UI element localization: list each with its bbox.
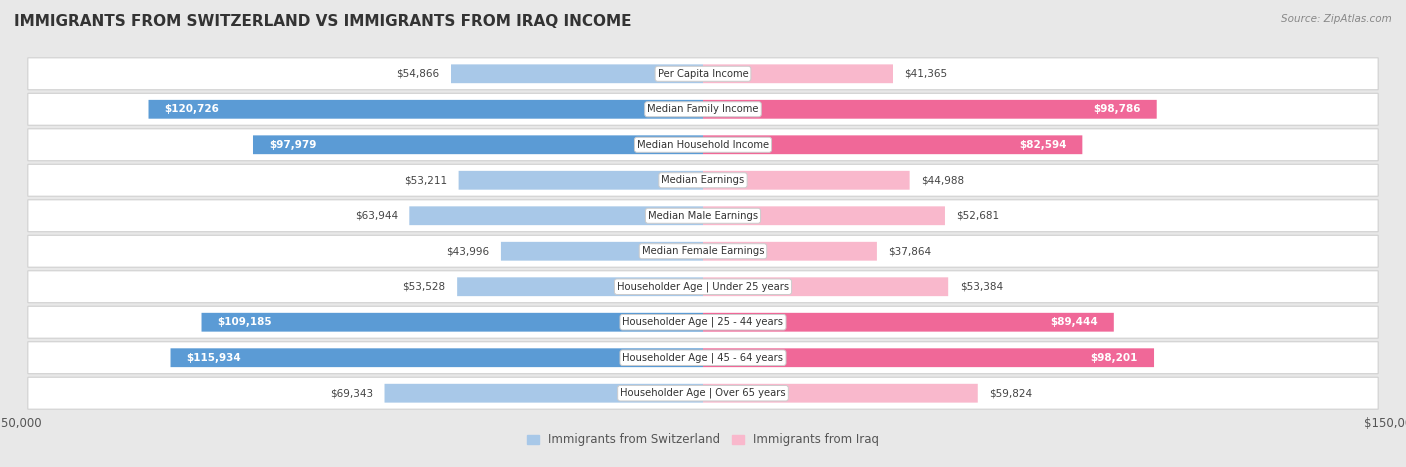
FancyBboxPatch shape xyxy=(28,200,1378,232)
FancyBboxPatch shape xyxy=(703,313,1114,332)
Text: Median Household Income: Median Household Income xyxy=(637,140,769,150)
Text: $89,444: $89,444 xyxy=(1050,317,1098,327)
Text: $53,528: $53,528 xyxy=(402,282,446,292)
Text: Median Family Income: Median Family Income xyxy=(647,104,759,114)
FancyBboxPatch shape xyxy=(28,271,1378,303)
Text: Per Capita Income: Per Capita Income xyxy=(658,69,748,79)
Text: $53,211: $53,211 xyxy=(404,175,447,185)
FancyBboxPatch shape xyxy=(28,235,1378,267)
FancyBboxPatch shape xyxy=(703,348,1154,367)
FancyBboxPatch shape xyxy=(28,129,1378,161)
Text: $120,726: $120,726 xyxy=(165,104,219,114)
FancyBboxPatch shape xyxy=(703,242,877,261)
Text: $41,365: $41,365 xyxy=(904,69,948,79)
FancyBboxPatch shape xyxy=(201,313,703,332)
FancyBboxPatch shape xyxy=(409,206,703,225)
FancyBboxPatch shape xyxy=(384,384,703,403)
FancyBboxPatch shape xyxy=(501,242,703,261)
FancyBboxPatch shape xyxy=(703,100,1157,119)
FancyBboxPatch shape xyxy=(28,377,1378,409)
FancyBboxPatch shape xyxy=(170,348,703,367)
Text: $54,866: $54,866 xyxy=(396,69,440,79)
Text: Householder Age | Over 65 years: Householder Age | Over 65 years xyxy=(620,388,786,398)
Text: $82,594: $82,594 xyxy=(1019,140,1066,150)
FancyBboxPatch shape xyxy=(457,277,703,296)
Text: $98,201: $98,201 xyxy=(1091,353,1137,363)
Text: Median Male Earnings: Median Male Earnings xyxy=(648,211,758,221)
Legend: Immigrants from Switzerland, Immigrants from Iraq: Immigrants from Switzerland, Immigrants … xyxy=(522,429,884,451)
FancyBboxPatch shape xyxy=(28,93,1378,125)
Text: $63,944: $63,944 xyxy=(354,211,398,221)
FancyBboxPatch shape xyxy=(703,384,977,403)
Text: $115,934: $115,934 xyxy=(187,353,242,363)
FancyBboxPatch shape xyxy=(451,64,703,83)
Text: $37,864: $37,864 xyxy=(889,246,932,256)
Text: Householder Age | Under 25 years: Householder Age | Under 25 years xyxy=(617,282,789,292)
Text: $69,343: $69,343 xyxy=(330,388,373,398)
FancyBboxPatch shape xyxy=(703,206,945,225)
Text: $52,681: $52,681 xyxy=(956,211,1000,221)
FancyBboxPatch shape xyxy=(253,135,703,154)
FancyBboxPatch shape xyxy=(149,100,703,119)
FancyBboxPatch shape xyxy=(703,64,893,83)
FancyBboxPatch shape xyxy=(703,135,1083,154)
Text: $44,988: $44,988 xyxy=(921,175,965,185)
Text: $97,979: $97,979 xyxy=(269,140,316,150)
Text: Householder Age | 25 - 44 years: Householder Age | 25 - 44 years xyxy=(623,317,783,327)
Text: Householder Age | 45 - 64 years: Householder Age | 45 - 64 years xyxy=(623,353,783,363)
Text: $43,996: $43,996 xyxy=(446,246,489,256)
FancyBboxPatch shape xyxy=(28,342,1378,374)
Text: $98,786: $98,786 xyxy=(1092,104,1140,114)
Text: $59,824: $59,824 xyxy=(990,388,1032,398)
Text: Median Female Earnings: Median Female Earnings xyxy=(641,246,765,256)
FancyBboxPatch shape xyxy=(458,171,703,190)
FancyBboxPatch shape xyxy=(28,58,1378,90)
Text: Median Earnings: Median Earnings xyxy=(661,175,745,185)
FancyBboxPatch shape xyxy=(28,164,1378,196)
FancyBboxPatch shape xyxy=(703,277,948,296)
Text: $53,384: $53,384 xyxy=(960,282,1002,292)
FancyBboxPatch shape xyxy=(28,306,1378,338)
FancyBboxPatch shape xyxy=(703,171,910,190)
Text: Source: ZipAtlas.com: Source: ZipAtlas.com xyxy=(1281,14,1392,24)
Text: IMMIGRANTS FROM SWITZERLAND VS IMMIGRANTS FROM IRAQ INCOME: IMMIGRANTS FROM SWITZERLAND VS IMMIGRANT… xyxy=(14,14,631,29)
Text: $109,185: $109,185 xyxy=(218,317,273,327)
